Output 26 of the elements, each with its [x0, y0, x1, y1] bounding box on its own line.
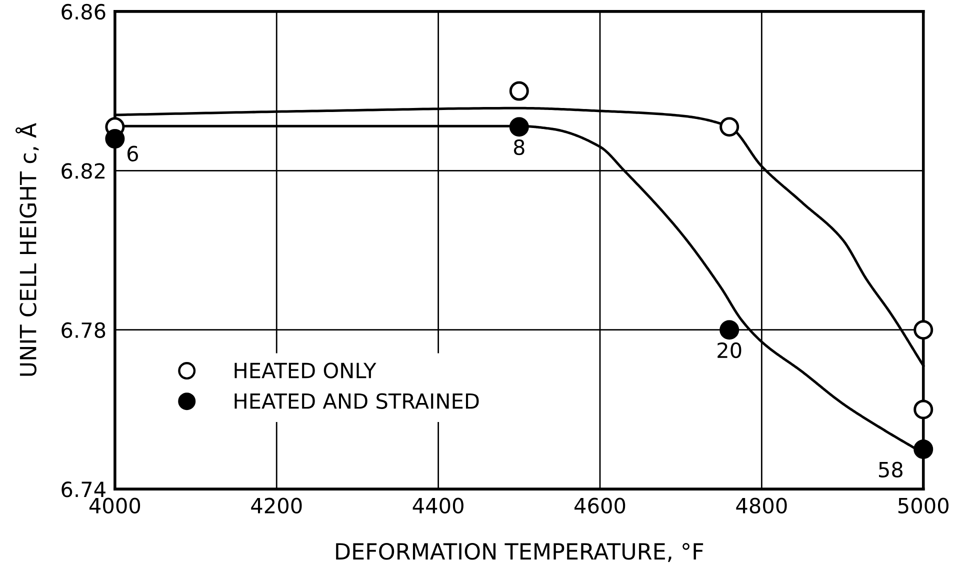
point	[105, 129, 125, 149]
x-tick-label: 5000	[898, 498, 948, 514]
point	[914, 400, 934, 420]
annotation: 20	[718, 342, 742, 358]
point	[720, 320, 740, 340]
point	[509, 81, 529, 101]
x-tick-label: 4200	[251, 498, 302, 514]
legend-label: HEATED ONLY	[234, 362, 376, 378]
y-tick-label: 6.74	[62, 482, 106, 498]
annotation: 6	[128, 146, 138, 162]
y-axis-title: UNIT CELL HEIGHT c, Å	[16, 122, 39, 376]
y-tick-label: 6.82	[62, 163, 105, 179]
point	[914, 320, 934, 340]
x-tick-label: 4800	[736, 498, 787, 514]
x-tick-label: 4600	[574, 498, 626, 514]
y-tick-label: 6.78	[62, 322, 106, 338]
legend-label: HEATED AND STRAINED	[234, 393, 479, 409]
point	[720, 117, 740, 137]
point	[914, 440, 934, 460]
x-axis-title: DEFORMATION TEMPERATURE, °F	[336, 542, 704, 562]
annotation: 8	[514, 139, 524, 156]
annotation: 58	[879, 462, 902, 478]
x-tick-label: 4400	[412, 498, 464, 514]
point	[509, 117, 529, 137]
y-tick-label: 6.86	[62, 4, 106, 20]
x-tick-label: 4000	[89, 498, 140, 514]
